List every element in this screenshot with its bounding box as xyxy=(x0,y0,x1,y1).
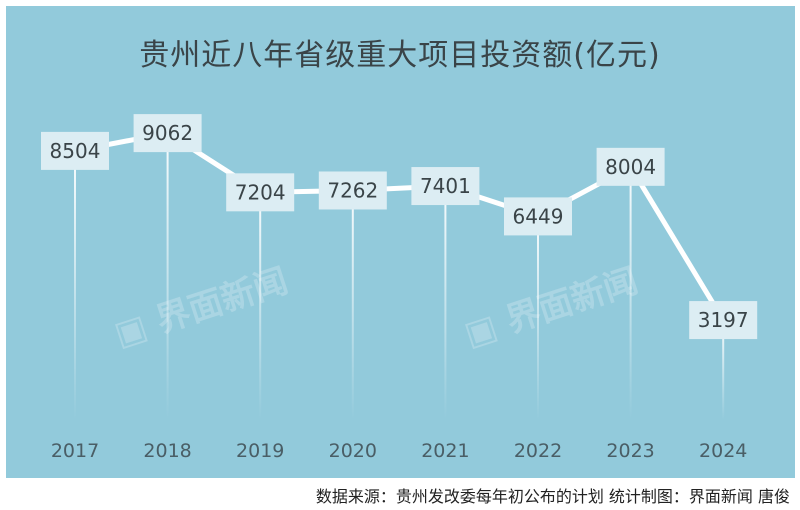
stem-line xyxy=(74,150,76,420)
x-tick-label: 2022 xyxy=(514,440,562,462)
stem-line xyxy=(259,192,262,420)
x-tick-label: 2019 xyxy=(236,440,284,462)
x-tick-label: 2018 xyxy=(143,440,191,462)
x-tick-label: 2020 xyxy=(329,440,377,462)
data-label-box xyxy=(318,171,387,210)
chart-title: 贵州近八年省级重大项目投资额(亿元) xyxy=(139,38,661,73)
x-tick-label: 2023 xyxy=(606,440,654,462)
data-label-box xyxy=(226,173,295,212)
stem-line xyxy=(444,186,447,420)
stem-line xyxy=(351,190,354,420)
data-label: 9062 xyxy=(142,121,193,145)
data-label: 7262 xyxy=(327,178,378,202)
data-label-box xyxy=(133,114,202,153)
data-label-box xyxy=(411,167,480,206)
source-footer: 数据来源：贵州发改委每年初公布的计划 统计制图：界面新闻 唐俊 xyxy=(315,487,790,506)
chart-panel xyxy=(6,6,795,478)
data-label: 7204 xyxy=(235,180,286,204)
data-label-box xyxy=(596,147,665,186)
x-tick-label: 2024 xyxy=(699,440,747,462)
data-label: 8504 xyxy=(50,139,101,163)
stem-line xyxy=(722,320,725,420)
stem-line xyxy=(537,216,539,420)
data-label: 3197 xyxy=(698,308,749,332)
x-tick-label: 2017 xyxy=(51,440,99,462)
data-label-box xyxy=(41,131,109,170)
data-label: 8004 xyxy=(605,155,656,179)
stem-line xyxy=(166,133,169,420)
stem-line xyxy=(629,166,632,420)
x-tick-label: 2021 xyxy=(421,440,469,462)
data-label-box xyxy=(504,197,572,236)
data-label: 7401 xyxy=(420,174,471,198)
data-label-box xyxy=(689,301,758,340)
data-label: 6449 xyxy=(513,204,564,228)
